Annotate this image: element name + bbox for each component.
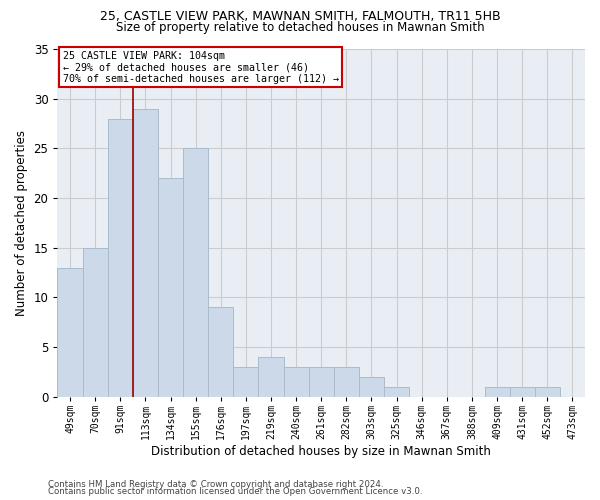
Bar: [183, 148, 208, 397]
X-axis label: Distribution of detached houses by size in Mawnan Smith: Distribution of detached houses by size …: [151, 444, 491, 458]
Bar: [359, 377, 384, 397]
Y-axis label: Number of detached properties: Number of detached properties: [15, 130, 28, 316]
Bar: [334, 367, 359, 397]
Text: Contains HM Land Registry data © Crown copyright and database right 2024.: Contains HM Land Registry data © Crown c…: [48, 480, 383, 489]
Bar: [158, 178, 183, 397]
Bar: [208, 308, 233, 397]
Text: Size of property relative to detached houses in Mawnan Smith: Size of property relative to detached ho…: [116, 22, 484, 35]
Text: 25, CASTLE VIEW PARK, MAWNAN SMITH, FALMOUTH, TR11 5HB: 25, CASTLE VIEW PARK, MAWNAN SMITH, FALM…: [100, 10, 500, 23]
Bar: [384, 387, 409, 397]
Bar: [259, 357, 284, 397]
Bar: [284, 367, 308, 397]
Bar: [308, 367, 334, 397]
Bar: [535, 387, 560, 397]
Bar: [485, 387, 509, 397]
Text: 25 CASTLE VIEW PARK: 104sqm
← 29% of detached houses are smaller (46)
70% of sem: 25 CASTLE VIEW PARK: 104sqm ← 29% of det…: [63, 50, 339, 84]
Bar: [133, 108, 158, 397]
Bar: [83, 248, 108, 397]
Bar: [509, 387, 535, 397]
Bar: [108, 118, 133, 397]
Bar: [233, 367, 259, 397]
Text: Contains public sector information licensed under the Open Government Licence v3: Contains public sector information licen…: [48, 488, 422, 496]
Bar: [58, 268, 83, 397]
